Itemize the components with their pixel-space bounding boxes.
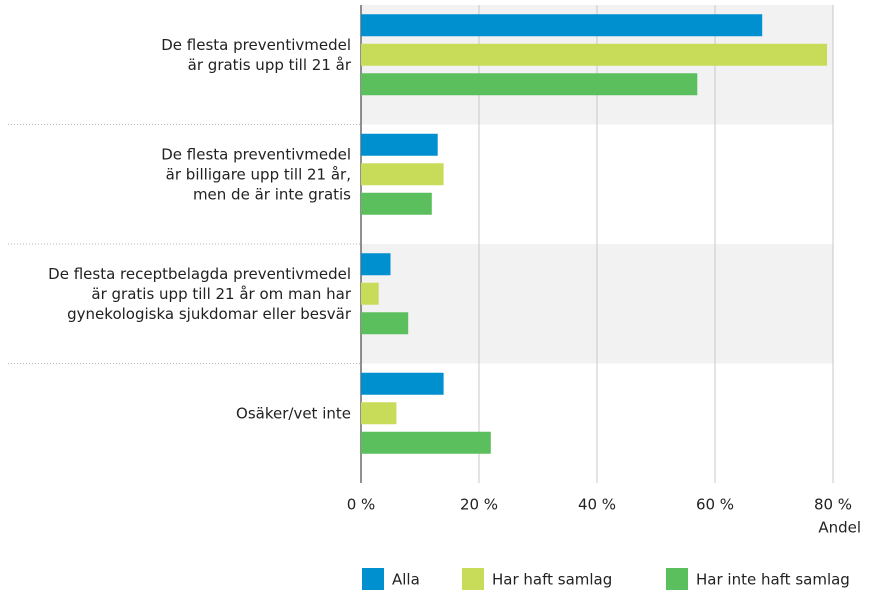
x-tick-label: 20 %: [460, 496, 498, 514]
bar: [361, 192, 432, 215]
legend-swatch: [462, 568, 484, 590]
y-tick-label: De flesta preventivmedel är gratis upp ti…: [161, 35, 352, 73]
y-tick-label: Osäker/vet inte: [236, 404, 351, 422]
bar: [361, 43, 828, 66]
x-axis-label: Andel: [818, 519, 861, 537]
legend-label: Har inte haft samlag: [696, 571, 850, 589]
bar: [361, 253, 391, 276]
x-tick-label: 60 %: [696, 496, 734, 514]
y-tick-label: De flesta preventivmedel är billigare upp…: [161, 145, 351, 203]
bar: [361, 372, 444, 395]
bar: [361, 312, 409, 335]
legend-swatch: [362, 568, 384, 590]
x-tick-label: 0 %: [347, 496, 376, 514]
bar: [361, 431, 491, 454]
bar: [361, 282, 379, 305]
x-tick-label: 80 %: [814, 496, 852, 514]
legend-swatch: [666, 568, 688, 590]
y-tick-label: De flesta receptbelagda preventivmedel är…: [48, 264, 352, 322]
bar: [361, 73, 698, 96]
bar: [361, 14, 763, 37]
legend-label: Har haft samlag: [492, 571, 612, 589]
bar: [361, 402, 397, 425]
x-tick-label: 40 %: [578, 496, 616, 514]
bar: [361, 163, 444, 186]
bar: [361, 133, 438, 156]
legend-label: Alla: [392, 571, 420, 589]
